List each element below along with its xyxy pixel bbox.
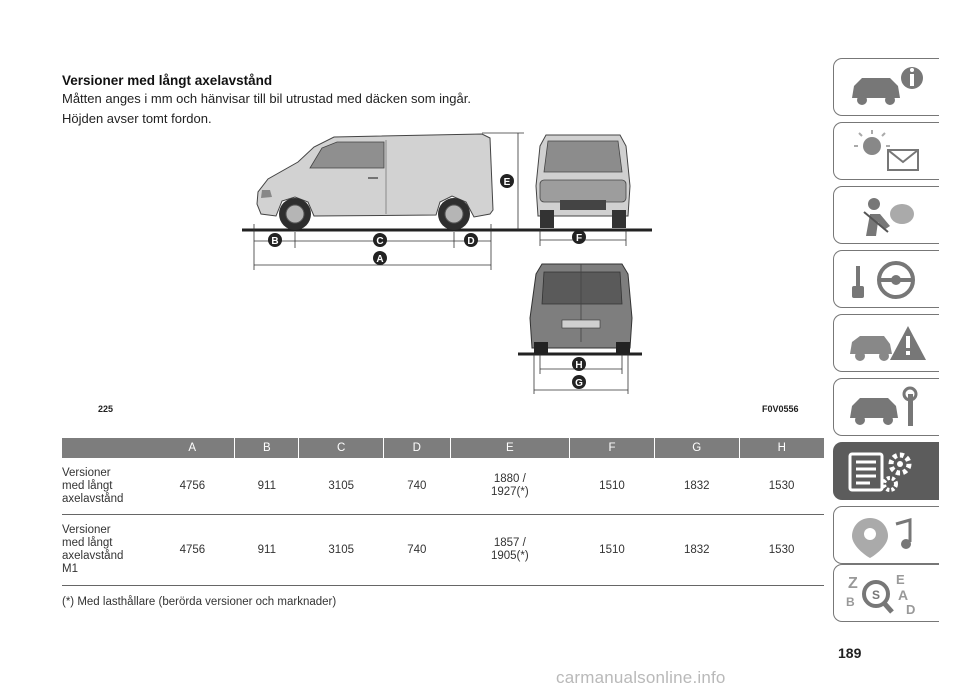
svg-text:D: D bbox=[906, 602, 915, 617]
front-view-van bbox=[524, 134, 638, 232]
label-e: E bbox=[504, 177, 511, 188]
cell-e-line: 1857 / bbox=[493, 537, 526, 549]
side-tab-safety[interactable] bbox=[833, 186, 939, 244]
label-g-marker: G bbox=[572, 375, 586, 389]
svg-text:B: B bbox=[846, 595, 855, 609]
label-d-marker: D bbox=[464, 233, 478, 247]
row-label-line: med långt bbox=[62, 537, 113, 549]
label-e-marker: E bbox=[500, 174, 514, 188]
cell-b: 911 bbox=[234, 514, 299, 586]
figure-number: 225 bbox=[98, 404, 114, 414]
car-emergency-icon bbox=[850, 326, 926, 361]
cell-g: 1832 bbox=[654, 458, 740, 515]
cell-e-line: 1905(*) bbox=[490, 550, 529, 562]
row-label-line: med långt bbox=[62, 479, 113, 492]
table-header-f: F bbox=[569, 438, 655, 458]
airbag-seatbelt-icon bbox=[863, 198, 914, 236]
table-footnote: (*) Med lasthållare (berörda versioner o… bbox=[62, 596, 337, 608]
side-tab-starting-driving[interactable] bbox=[833, 250, 939, 308]
cell-g: 1832 bbox=[654, 514, 740, 586]
label-a: A bbox=[376, 254, 383, 265]
cell-b: 911 bbox=[234, 458, 299, 515]
row-label-line: axelavstånd bbox=[62, 492, 124, 505]
row-label-line: Versioner bbox=[62, 524, 111, 536]
row-label-line: axelavstånd bbox=[62, 550, 124, 562]
alphabetical-index-icon: Z E A B D S bbox=[846, 572, 915, 617]
table-header-blank bbox=[62, 438, 150, 458]
row-label: Versioner med långt axelavstånd bbox=[62, 458, 150, 515]
cell-e: 1857 / 1905(*) bbox=[450, 514, 570, 586]
car-maintenance-icon bbox=[850, 386, 918, 426]
label-b: B bbox=[271, 236, 278, 247]
intro-text: Måtten anges i mm och hänvisar till bil … bbox=[62, 91, 471, 106]
table-header-a: A bbox=[150, 438, 236, 458]
label-f: F bbox=[576, 233, 582, 244]
side-tab-warning-lights[interactable] bbox=[833, 122, 939, 180]
cell-h: 1530 bbox=[739, 458, 824, 515]
vehicle-dimensions-figure: B C D A E F H G 225 F0V0556 bbox=[62, 128, 824, 420]
watermark: carmanualsonline.info bbox=[556, 668, 726, 687]
svg-text:Z: Z bbox=[848, 575, 858, 592]
label-d: D bbox=[467, 236, 474, 247]
cell-f: 1510 bbox=[569, 458, 655, 515]
side-tab-emergency[interactable] bbox=[833, 314, 939, 372]
section-title: Versioner med långt axelavstånd bbox=[62, 73, 273, 88]
table-header-g: G bbox=[654, 438, 740, 458]
cell-e-line: 1880 / bbox=[493, 473, 526, 485]
cell-e-line: 1927(*) bbox=[490, 486, 529, 498]
row-label-line: M1 bbox=[62, 563, 78, 575]
table-header-row: A B C D E F G H bbox=[62, 438, 824, 458]
cell-a: 4756 bbox=[150, 514, 235, 586]
rear-view-van bbox=[518, 263, 642, 356]
cell-e: 1880 / 1927(*) bbox=[450, 458, 570, 515]
multimedia-icon bbox=[852, 518, 912, 558]
rear-dimension-lines bbox=[533, 354, 629, 394]
label-c-marker: C bbox=[373, 233, 387, 247]
row-label: Versioner med långt axelavstånd M1 bbox=[62, 514, 150, 586]
side-tab-maintenance[interactable] bbox=[833, 378, 939, 436]
svg-text:A: A bbox=[898, 587, 908, 603]
key-steering-wheel-icon bbox=[852, 261, 915, 299]
label-b-marker: B bbox=[268, 233, 282, 247]
table-header-b: B bbox=[234, 438, 300, 458]
cell-c: 3105 bbox=[298, 458, 384, 515]
warning-light-mail-icon bbox=[854, 130, 919, 171]
technical-data-icon bbox=[848, 452, 912, 492]
svg-text:E: E bbox=[896, 572, 905, 587]
table-row: Versioner med långt axelavstånd 4756 911… bbox=[62, 458, 824, 515]
side-tab-technical-data[interactable] bbox=[833, 442, 939, 500]
car-info-icon bbox=[852, 67, 923, 105]
row-label-line: Versioner bbox=[62, 466, 111, 479]
page-number: 189 bbox=[838, 645, 862, 661]
cell-f: 1510 bbox=[569, 514, 655, 586]
label-a-marker: A bbox=[373, 251, 387, 265]
side-tab-multimedia[interactable] bbox=[833, 506, 939, 564]
side-tab-index[interactable]: Z E A B D S bbox=[833, 564, 939, 622]
cell-c: 3105 bbox=[298, 514, 384, 586]
intro-text-height: Höjden avser tomt fordon. bbox=[62, 111, 212, 126]
dimensions-table: A B C D E F G H Versioner med långt axel… bbox=[62, 438, 824, 586]
table-row: Versioner med långt axelavstånd M1 4756 … bbox=[62, 514, 824, 586]
table-header-c: C bbox=[298, 438, 385, 458]
table-header-h: H bbox=[739, 438, 824, 458]
label-h-marker: H bbox=[572, 357, 586, 371]
table-header-d: D bbox=[383, 438, 451, 458]
vehicle-dimensions-drawing: B C D A E F H G bbox=[242, 132, 652, 394]
cell-d: 740 bbox=[383, 514, 451, 586]
cell-a: 4756 bbox=[150, 458, 235, 515]
cell-d: 740 bbox=[383, 458, 451, 515]
label-f-marker: F bbox=[572, 230, 586, 244]
svg-text:S: S bbox=[872, 588, 880, 602]
side-tab-car-info[interactable] bbox=[833, 58, 939, 116]
figure-code: F0V0556 bbox=[762, 404, 799, 414]
label-h: H bbox=[575, 360, 582, 371]
label-c: C bbox=[376, 236, 383, 247]
side-dimension-lines bbox=[253, 132, 524, 270]
label-g: G bbox=[575, 378, 583, 389]
side-view-van bbox=[242, 133, 652, 232]
cell-h: 1530 bbox=[739, 514, 824, 586]
table-header-e: E bbox=[450, 438, 571, 458]
